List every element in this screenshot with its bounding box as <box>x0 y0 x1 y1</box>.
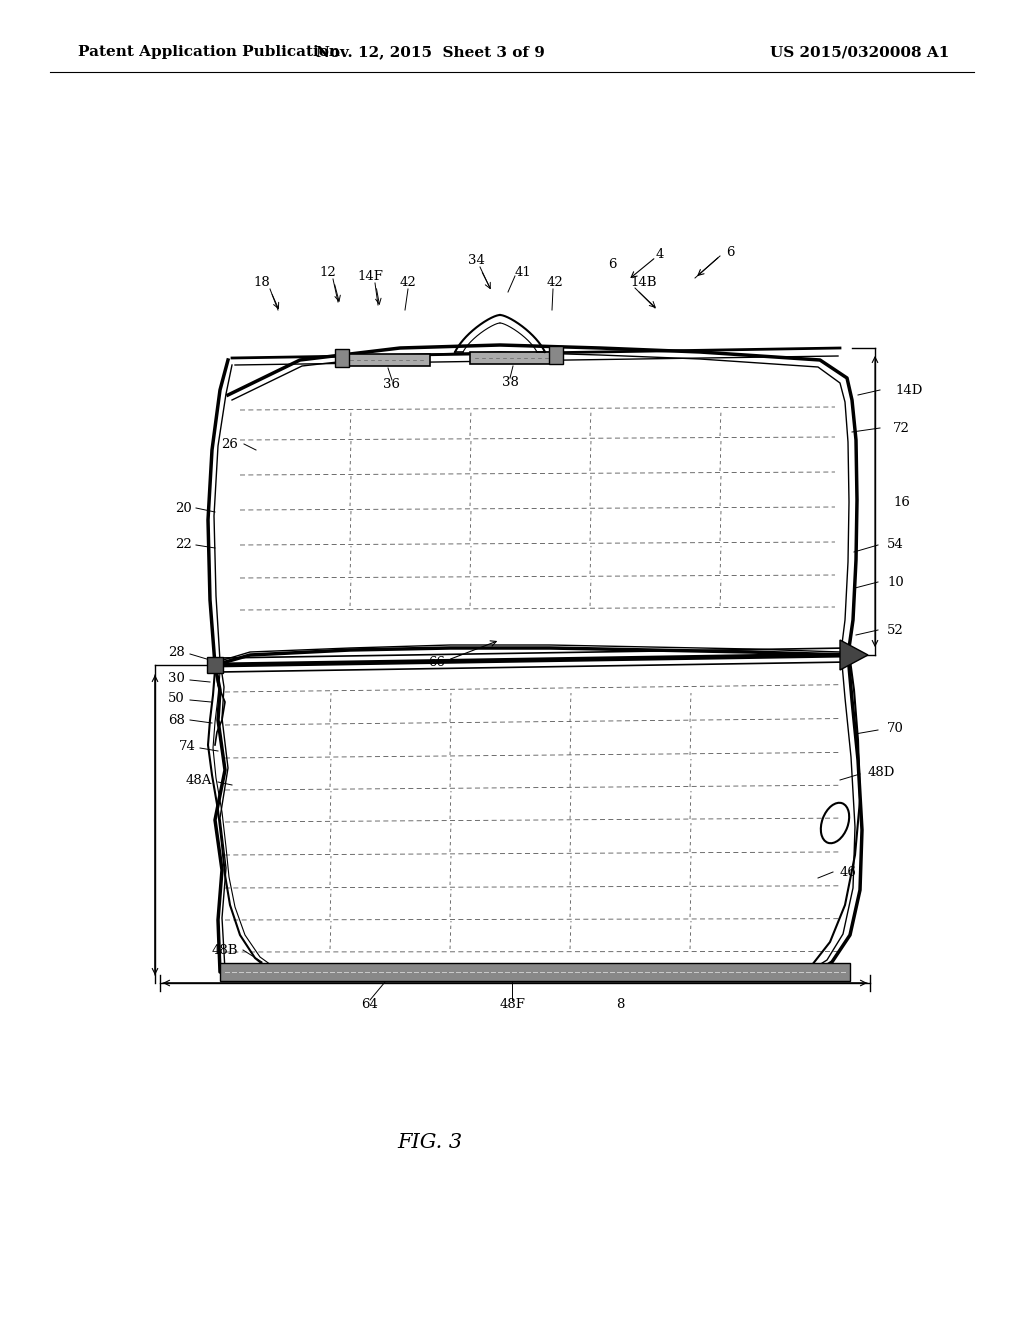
Text: 10: 10 <box>887 576 904 589</box>
Text: 14F: 14F <box>357 269 383 282</box>
Text: 14B: 14B <box>630 276 656 289</box>
Bar <box>470 352 555 364</box>
Text: 36: 36 <box>384 379 400 392</box>
Text: 41: 41 <box>515 265 531 279</box>
Text: 70: 70 <box>887 722 904 734</box>
Text: 18: 18 <box>254 276 270 289</box>
Text: 4: 4 <box>655 248 665 261</box>
Text: 6: 6 <box>726 246 734 259</box>
Bar <box>335 348 349 367</box>
Bar <box>345 354 430 366</box>
Text: 30: 30 <box>168 672 185 685</box>
Text: 74: 74 <box>179 739 196 752</box>
Text: 42: 42 <box>547 276 563 289</box>
Text: 50: 50 <box>168 692 185 705</box>
Text: 48B: 48B <box>212 944 238 957</box>
Text: 48A: 48A <box>185 774 212 787</box>
Text: 8: 8 <box>615 998 625 1011</box>
Text: 46: 46 <box>840 866 857 879</box>
Text: 6: 6 <box>608 257 616 271</box>
Text: 12: 12 <box>319 265 336 279</box>
Text: 28: 28 <box>168 645 185 659</box>
Text: 22: 22 <box>175 539 193 552</box>
Bar <box>220 964 850 981</box>
Text: Patent Application Publication: Patent Application Publication <box>78 45 340 59</box>
Text: 14D: 14D <box>895 384 923 396</box>
Text: 26: 26 <box>221 437 238 450</box>
Text: 68: 68 <box>168 714 185 726</box>
Text: 16: 16 <box>893 495 910 508</box>
Text: Nov. 12, 2015  Sheet 3 of 9: Nov. 12, 2015 Sheet 3 of 9 <box>315 45 545 59</box>
Text: 72: 72 <box>893 421 910 434</box>
Text: FIG. 3: FIG. 3 <box>397 1133 463 1151</box>
Text: 54: 54 <box>887 539 904 552</box>
Text: 42: 42 <box>399 276 417 289</box>
Text: US 2015/0320008 A1: US 2015/0320008 A1 <box>770 45 949 59</box>
Text: 34: 34 <box>468 253 484 267</box>
Text: 66: 66 <box>428 656 445 668</box>
Polygon shape <box>840 640 868 671</box>
Text: 48F: 48F <box>499 998 525 1011</box>
Text: 52: 52 <box>887 623 904 636</box>
Text: 20: 20 <box>175 502 193 515</box>
Bar <box>549 346 563 364</box>
Text: 38: 38 <box>502 376 518 389</box>
Bar <box>207 657 223 673</box>
Text: 48D: 48D <box>868 766 895 779</box>
Text: 64: 64 <box>361 998 379 1011</box>
